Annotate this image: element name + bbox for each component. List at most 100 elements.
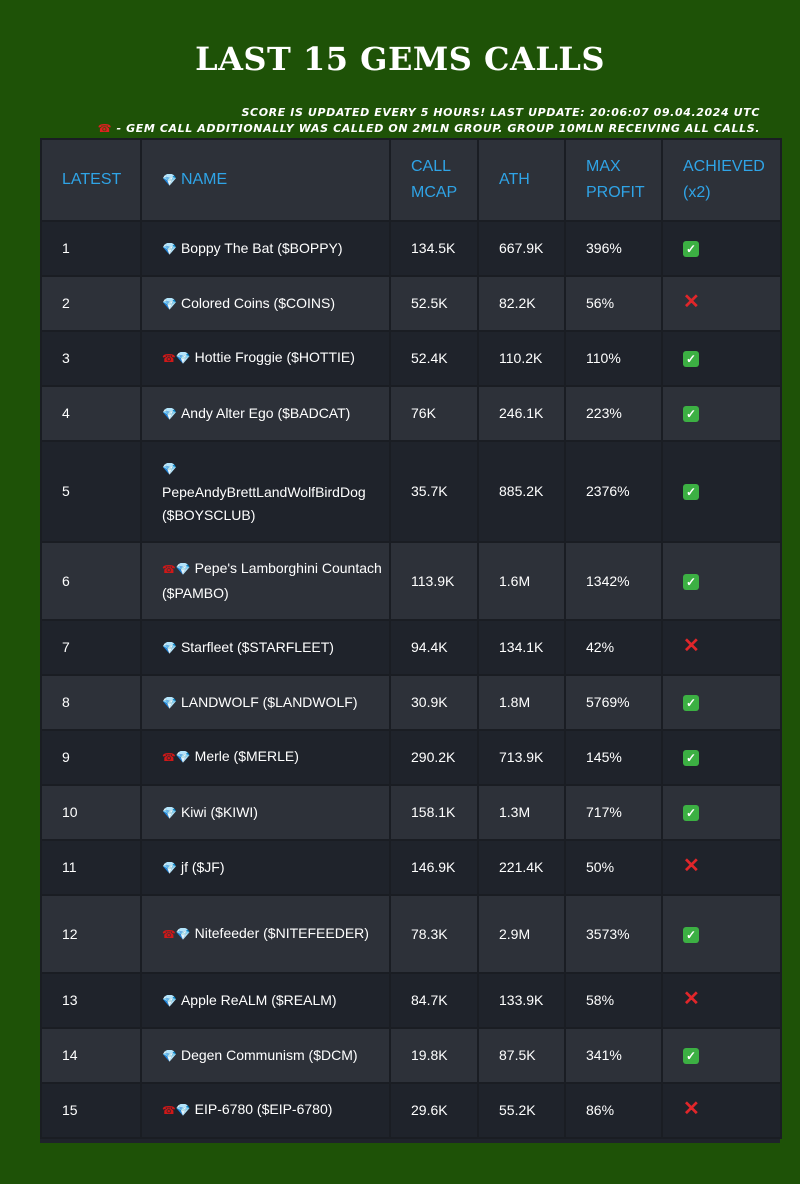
token-name[interactable]: Colored Coins ($COINS) — [180, 294, 336, 311]
cell-call-mcap: 84.7K — [389, 972, 479, 1029]
cell-name: 💎 Kiwi ($KIWI) — [140, 784, 391, 841]
cell-max-profit: 717% — [564, 784, 663, 841]
cell-ath: 87.5K — [477, 1027, 566, 1084]
cell-achieved: ✓ — [661, 784, 782, 841]
token-name[interactable]: Merle ($MERLE) — [194, 748, 299, 764]
check-icon: ✓ — [683, 926, 699, 943]
cross-icon: ✕ — [683, 635, 700, 657]
token-name[interactable]: Degen Communism ($DCM) — [180, 1046, 358, 1063]
token-name[interactable]: Andy Alter Ego ($BADCAT) — [180, 404, 351, 421]
token-name[interactable]: Hottie Froggie ($HOTTIE) — [194, 349, 355, 365]
token-name[interactable]: PepeAndyBrettLandWolfBirdDog ($BOYSCLUB) — [162, 483, 366, 523]
cell-achieved: ✓ — [661, 729, 782, 786]
check-icon: ✓ — [683, 805, 699, 821]
cell-achieved: ✓ — [661, 440, 782, 543]
gem-icon: 💎 — [162, 695, 177, 710]
check-icon: ✓ — [683, 1048, 699, 1064]
table-row: 4 💎 Andy Alter Ego ($BADCAT) 76K 246.1K 223% ✓ — [40, 385, 782, 442]
cell-max-profit: 396% — [564, 220, 663, 277]
cell-achieved: ✓ — [661, 541, 782, 621]
table-row: 3 ☎💎 Hottie Froggie ($HOTTIE) 52.4K 110.2K 11… — [40, 330, 782, 387]
cell-name: 💎 Andy Alter Ego ($BADCAT) — [140, 385, 391, 442]
cell-ath: 134.1K — [477, 619, 566, 676]
cell-achieved: ✓ — [661, 674, 782, 731]
table-row: 15 ☎💎 EIP-6780 ($EIP-6780) 29.6K 55.2K 86% ✕ — [40, 1082, 782, 1139]
check-icon: ✓ — [683, 484, 699, 500]
gem-icon: 💎 — [162, 1048, 177, 1063]
cell-rank: 11 — [40, 839, 142, 896]
gem-icon: 💎 — [175, 926, 191, 941]
header-max-profit[interactable]: MAX PROFIT — [564, 138, 663, 222]
gem-icon: 💎 — [162, 805, 177, 820]
table-row: 5 💎 PepeAndyBrettLandWolfBirdDog ($BOYSCLU… — [40, 440, 782, 543]
cell-achieved: ✓ — [661, 385, 782, 442]
cell-achieved: ✓ — [661, 1027, 782, 1084]
cell-name: ☎💎 EIP-6780 ($EIP-6780) — [140, 1082, 391, 1139]
cell-max-profit: 42% — [564, 619, 663, 676]
cell-max-profit: 3573% — [564, 894, 663, 974]
check-icon: ✓ — [683, 351, 699, 367]
token-name[interactable]: jf ($JF) — [180, 858, 225, 875]
cell-ath: 1.6M — [477, 541, 566, 621]
token-name[interactable]: EIP-6780 ($EIP-6780) — [194, 1101, 333, 1117]
gem-icon: 💎 — [175, 351, 191, 365]
table-row: 9 ☎💎 Merle ($MERLE) 290.2K 713.9K 145% ✓ — [40, 729, 782, 786]
cell-name: 💎 Boppy The Bat ($BOPPY) — [140, 220, 391, 277]
phone-icon: ☎ — [162, 928, 176, 941]
cell-rank: 1 — [40, 220, 142, 277]
gem-icon: 💎 — [162, 860, 177, 875]
table-row: 11 💎 jf ($JF) 146.9K 221.4K 50% ✕ — [40, 839, 782, 896]
cell-ath: 221.4K — [477, 839, 566, 896]
phone-icon: ☎ — [97, 122, 113, 135]
cell-ath: 713.9K — [477, 729, 566, 786]
cell-call-mcap: 78.3K — [389, 894, 479, 974]
table-row: 6 ☎💎 Pepe's Lamborghini Countach ($PAMBO) 1… — [40, 541, 782, 621]
cell-achieved: ✓ — [661, 330, 782, 387]
cell-name: ☎💎 Pepe's Lamborghini Countach ($PAMBO) — [140, 541, 391, 621]
check-icon: ✓ — [683, 750, 699, 766]
gem-icon: 💎 — [162, 173, 177, 187]
header-call-mcap[interactable]: CALL MCAP — [389, 138, 479, 222]
token-name[interactable]: LANDWOLF ($LANDWOLF) — [180, 693, 358, 710]
cell-achieved: ✕ — [661, 972, 782, 1029]
cell-achieved: ✓ — [661, 220, 782, 277]
token-name[interactable]: Boppy The Bat ($BOPPY) — [180, 239, 343, 256]
table-row: 13 💎 Apple ReALM ($REALM) 84.7K 133.9K 58% ✕ — [40, 972, 782, 1029]
cell-call-mcap: 113.9K — [389, 541, 479, 621]
table-body: 1 💎 Boppy The Bat ($BOPPY) 134.5K 667.9K 396%… — [40, 220, 782, 1139]
header-name[interactable]: 💎 NAME — [140, 138, 391, 222]
gems-table-container: LATEST 💎 NAME CALL MCAP ATH MAX PROFIT AC… — [40, 138, 782, 1143]
cell-rank: 9 — [40, 729, 142, 786]
cell-name: ☎💎 Nitefeeder ($NITEFEEDER) — [140, 894, 391, 974]
header-ath[interactable]: ATH — [477, 138, 566, 222]
cell-rank: 2 — [40, 275, 142, 332]
update-notice: SCORE IS UPDATED EVERY 5 HOURS! LAST UPD… — [241, 106, 760, 119]
cell-rank: 13 — [40, 972, 142, 1029]
header-latest[interactable]: LATEST — [40, 138, 142, 222]
cell-max-profit: 341% — [564, 1027, 663, 1084]
gem-icon: 💎 — [175, 562, 191, 576]
page-title: LAST 15 GEMS CALLS — [195, 40, 605, 78]
token-name[interactable]: Apple ReALM ($REALM) — [180, 991, 337, 1008]
cell-call-mcap: 146.9K — [389, 839, 479, 896]
phone-icon: ☎ — [162, 353, 176, 365]
cell-rank: 10 — [40, 784, 142, 841]
check-icon: ✓ — [683, 573, 699, 590]
check-icon: ✓ — [683, 406, 699, 422]
token-name[interactable]: Pepe's Lamborghini Countach ($PAMBO) — [162, 560, 382, 601]
gem-icon: 💎 — [162, 241, 177, 256]
table-row: 8 💎 LANDWOLF ($LANDWOLF) 30.9K 1.8M 5769% ✓ — [40, 674, 782, 731]
token-name[interactable]: Nitefeeder ($NITEFEEDER) — [194, 924, 369, 941]
gem-icon: 💎 — [175, 750, 191, 764]
token-name[interactable]: Kiwi ($KIWI) — [180, 803, 258, 820]
cell-call-mcap: 30.9K — [389, 674, 479, 731]
cell-achieved: ✕ — [661, 619, 782, 676]
header-achieved[interactable]: ACHIEVED (x2) — [661, 138, 782, 222]
table-row: 14 💎 Degen Communism ($DCM) 19.8K 87.5K 341% ✓ — [40, 1027, 782, 1084]
table-row: 10 💎 Kiwi ($KIWI) 158.1K 1.3M 717% ✓ — [40, 784, 782, 841]
table-row: 12 ☎💎 Nitefeeder ($NITEFEEDER) 78.3K 2.9M 357… — [40, 894, 782, 974]
cell-max-profit: 1342% — [564, 541, 663, 621]
cell-max-profit: 86% — [564, 1082, 663, 1139]
cell-max-profit: 223% — [564, 385, 663, 442]
token-name[interactable]: Starfleet ($STARFLEET) — [180, 638, 334, 655]
